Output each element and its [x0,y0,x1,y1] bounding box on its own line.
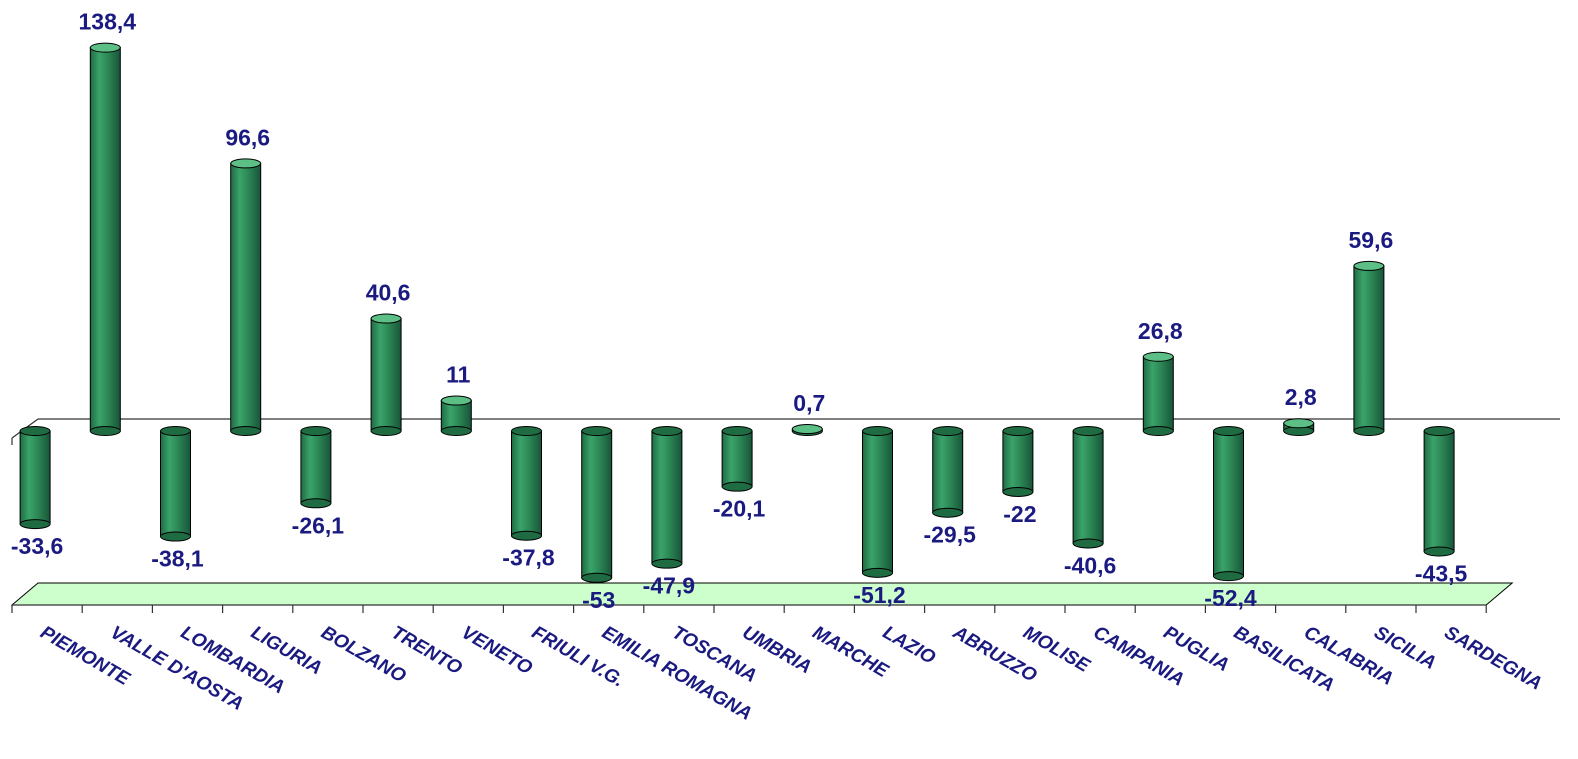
value-label: 2,8 [1285,384,1317,410]
category-label: VENETO [458,622,536,679]
value-labels: -33,6 138,4 -38,1 96,6 -26,1 40,6 11 -37,8 -53 -4… [11,9,1468,613]
bar [1353,260,1385,436]
bar [440,395,472,436]
bar [1002,426,1034,497]
bar [1213,426,1244,582]
bars [19,42,1455,583]
bar [300,426,332,509]
bar [721,426,753,492]
value-label: -33,6 [11,533,63,559]
value-label: -22 [1003,501,1036,527]
bar [19,426,51,530]
value-label: 40,6 [366,280,411,306]
bar [862,426,893,578]
chart-floor [10,582,1514,606]
bar [511,426,542,541]
bar [230,158,262,436]
bar [932,426,964,518]
value-label: -52,4 [1204,585,1257,611]
bar [89,42,121,436]
bar [160,426,191,542]
value-label: -53 [582,587,615,613]
bar [581,426,613,583]
category-label: MARCHE [809,622,893,683]
bar [1283,418,1315,436]
value-label: -40,6 [1064,552,1116,578]
value-label: -51,2 [853,582,905,608]
value-label: -29,5 [923,522,976,548]
category-label: SARDEGNA [1441,622,1546,695]
value-label: -26,1 [292,512,345,538]
value-label: 96,6 [225,124,270,150]
value-label: 0,7 [793,390,825,416]
value-label: 59,6 [1349,227,1394,253]
bar [791,424,823,436]
value-label: 11 [446,362,471,388]
bar [651,426,683,569]
floor-slab [10,582,1514,606]
bar [1072,426,1104,549]
value-label: -20,1 [713,496,766,522]
value-label: -37,8 [502,545,555,571]
bar [1423,426,1455,557]
value-label: 26,8 [1138,318,1183,344]
bar [1142,351,1174,436]
value-label: -47,9 [643,573,695,599]
bar [370,313,402,436]
value-label: -38,1 [151,546,204,572]
value-label: -43,5 [1415,560,1468,586]
value-label: 138,4 [79,9,137,35]
